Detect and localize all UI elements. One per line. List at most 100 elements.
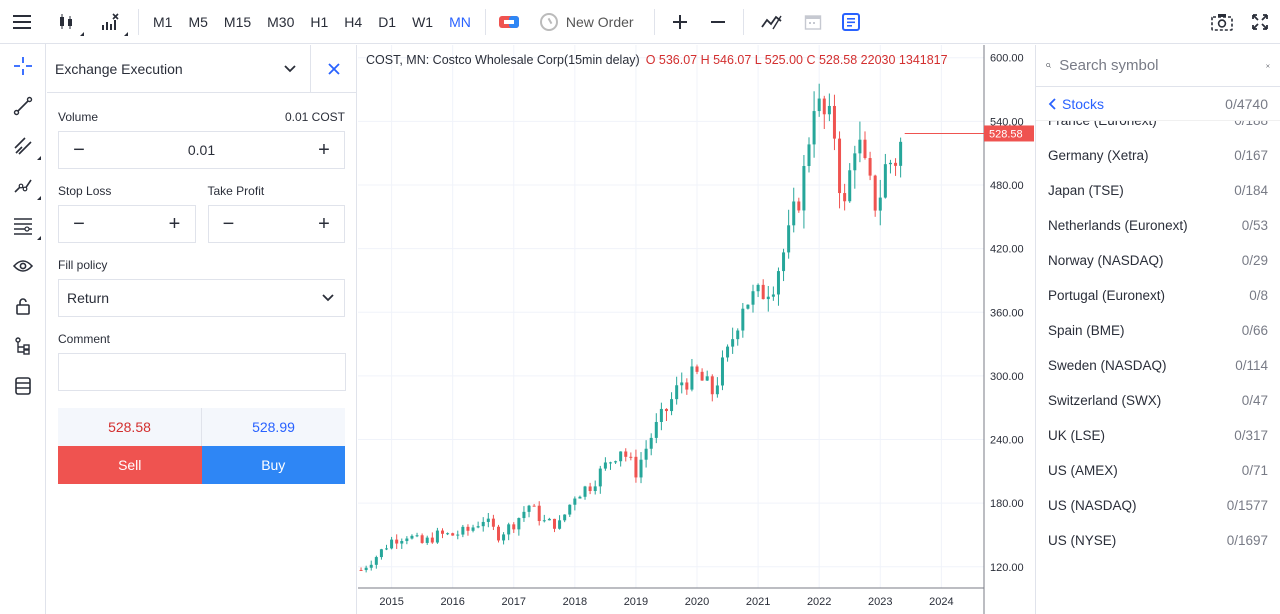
candle-body (761, 284, 765, 300)
list-item[interactable]: US (AMEX) 0/71 (1036, 453, 1280, 488)
screenshot-icon[interactable] (1204, 0, 1240, 44)
symbol-category-header: Stocks 0/4740 (1036, 87, 1280, 121)
search-input[interactable] (1059, 57, 1259, 74)
candle-body (629, 456, 633, 458)
fullscreen-icon[interactable] (1240, 0, 1280, 44)
list-item[interactable]: Portugal (Euronext) 0/8 (1036, 278, 1280, 313)
execution-type-select[interactable]: Exchange Execution (47, 45, 310, 93)
object-tree-icon[interactable] (0, 326, 46, 366)
comment-input[interactable] (58, 353, 346, 391)
list-item[interactable]: Netherlands (Euronext) 0/53 (1036, 208, 1280, 243)
clock-icon (539, 12, 558, 31)
comment-label: Comment (58, 332, 111, 346)
timeframe-h1[interactable]: H1 (310, 13, 329, 30)
candle-body (710, 376, 714, 395)
list-item[interactable]: Norway (NASDAQ) 0/29 (1036, 243, 1280, 278)
stop-loss-decrease-button[interactable]: − (73, 213, 85, 235)
chart-type-icon[interactable] (44, 0, 88, 44)
last-price-label: 528.58 (989, 128, 1023, 140)
timeframe-m1[interactable]: M1 (153, 13, 173, 30)
candle-body (532, 505, 536, 507)
data-window-icon[interactable] (0, 366, 46, 406)
timeframe-m5[interactable]: M5 (188, 13, 208, 30)
candle-body (792, 201, 796, 226)
sell-button[interactable]: Sell (58, 446, 202, 484)
candle-body (537, 505, 541, 522)
algo-trading-icon[interactable] (750, 0, 794, 44)
candle-body (410, 535, 414, 539)
timeframe-m15[interactable]: M15 (223, 13, 252, 30)
timeframe-selector: M1 M5 M15 M30 H1 H4 D1 W1 MN (145, 0, 479, 44)
timeframe-d1[interactable]: D1 (378, 13, 397, 30)
volume-value[interactable]: 0.01 (187, 142, 216, 158)
list-item[interactable]: UK (LSE) 0/317 (1036, 418, 1280, 453)
zoom-in-icon[interactable] (661, 0, 699, 44)
candle-body (558, 520, 562, 529)
volume-increase-button[interactable]: + (318, 139, 330, 161)
indicators-icon[interactable] (88, 0, 132, 44)
volume-decrease-button[interactable]: − (73, 139, 85, 161)
channel-icon[interactable] (0, 126, 46, 166)
close-panel-button[interactable] (310, 44, 356, 93)
clear-search-icon[interactable] (1266, 60, 1270, 72)
symbol-group-count: 0/71 (1241, 463, 1268, 478)
candle-body (756, 284, 760, 292)
candle-body (379, 549, 383, 558)
list-item[interactable]: Japan (TSE) 0/184 (1036, 173, 1280, 208)
category-back-button[interactable]: Stocks (1048, 96, 1104, 112)
candle-body (512, 524, 516, 530)
candle-body (476, 526, 480, 528)
visibility-icon[interactable] (0, 246, 46, 286)
take-profit-decrease-button[interactable]: − (222, 213, 235, 235)
lock-icon[interactable] (0, 286, 46, 326)
polyline-icon[interactable] (0, 166, 46, 206)
timeframe-w1[interactable]: W1 (412, 13, 434, 30)
volume-label: Volume (58, 110, 99, 124)
stop-loss-increase-button[interactable]: + (168, 213, 181, 235)
candle-body (598, 468, 602, 487)
trend-line-icon[interactable] (0, 86, 46, 126)
price-tick-label: 120.00 (990, 562, 1024, 574)
candle-body (420, 535, 424, 543)
candle-body (542, 520, 546, 522)
timeframe-h4[interactable]: H4 (344, 13, 363, 30)
candle-body (787, 225, 791, 253)
crosshair-icon[interactable] (0, 46, 46, 86)
calendar-icon[interactable] (794, 0, 832, 44)
candle-body (385, 548, 389, 550)
candle-body (415, 535, 419, 537)
volume-unit: 0.01 COST (284, 110, 345, 124)
take-profit-stepper[interactable]: − + (207, 205, 345, 243)
stop-loss-stepper[interactable]: − + (58, 205, 196, 243)
fibonacci-icon[interactable] (0, 206, 46, 246)
menu-icon[interactable] (0, 0, 44, 44)
one-click-trading-icon[interactable] (492, 0, 526, 44)
candle-body (390, 539, 394, 549)
symbol-group-count: 0/184 (1234, 183, 1268, 198)
fill-policy-select[interactable]: Return (58, 279, 345, 317)
time-tick-label: 2023 (868, 596, 892, 608)
chart-canvas[interactable]: 120.00 180.00 240.00 300.00 360.00 420.00 480.… (358, 45, 1034, 614)
list-item[interactable]: US (NASDAQ) 0/1577 (1036, 488, 1280, 523)
list-item[interactable]: US (NYSE) 0/1697 (1036, 523, 1280, 558)
candle-body (741, 308, 745, 331)
price-tick-label: 180.00 (990, 498, 1024, 510)
take-profit-increase-button[interactable]: + (318, 213, 330, 235)
timeframe-mn[interactable]: MN (449, 13, 471, 30)
price-tick-label: 540.00 (990, 116, 1024, 128)
timeframe-m30[interactable]: M30 (267, 13, 295, 30)
list-item[interactable]: Germany (Xetra) 0/167 (1036, 138, 1280, 173)
list-item[interactable]: Switzerland (SWX) 0/47 (1036, 383, 1280, 418)
candle-body (649, 437, 653, 449)
candle-body (863, 139, 867, 159)
list-item[interactable]: Sweden (NASDAQ) 0/114 (1036, 348, 1280, 383)
buy-button[interactable]: Buy (201, 446, 345, 484)
price-chart[interactable]: 120.00 180.00 240.00 300.00 360.00 420.00 480.… (358, 45, 1034, 614)
list-item[interactable]: Spain (BME) 0/66 (1036, 313, 1280, 348)
candle-body (593, 486, 597, 492)
candle-body (894, 162, 898, 166)
new-order-button[interactable]: New Order (526, 12, 648, 31)
notes-icon[interactable] (832, 0, 870, 44)
close-icon (327, 62, 340, 75)
zoom-out-icon[interactable] (699, 0, 737, 44)
